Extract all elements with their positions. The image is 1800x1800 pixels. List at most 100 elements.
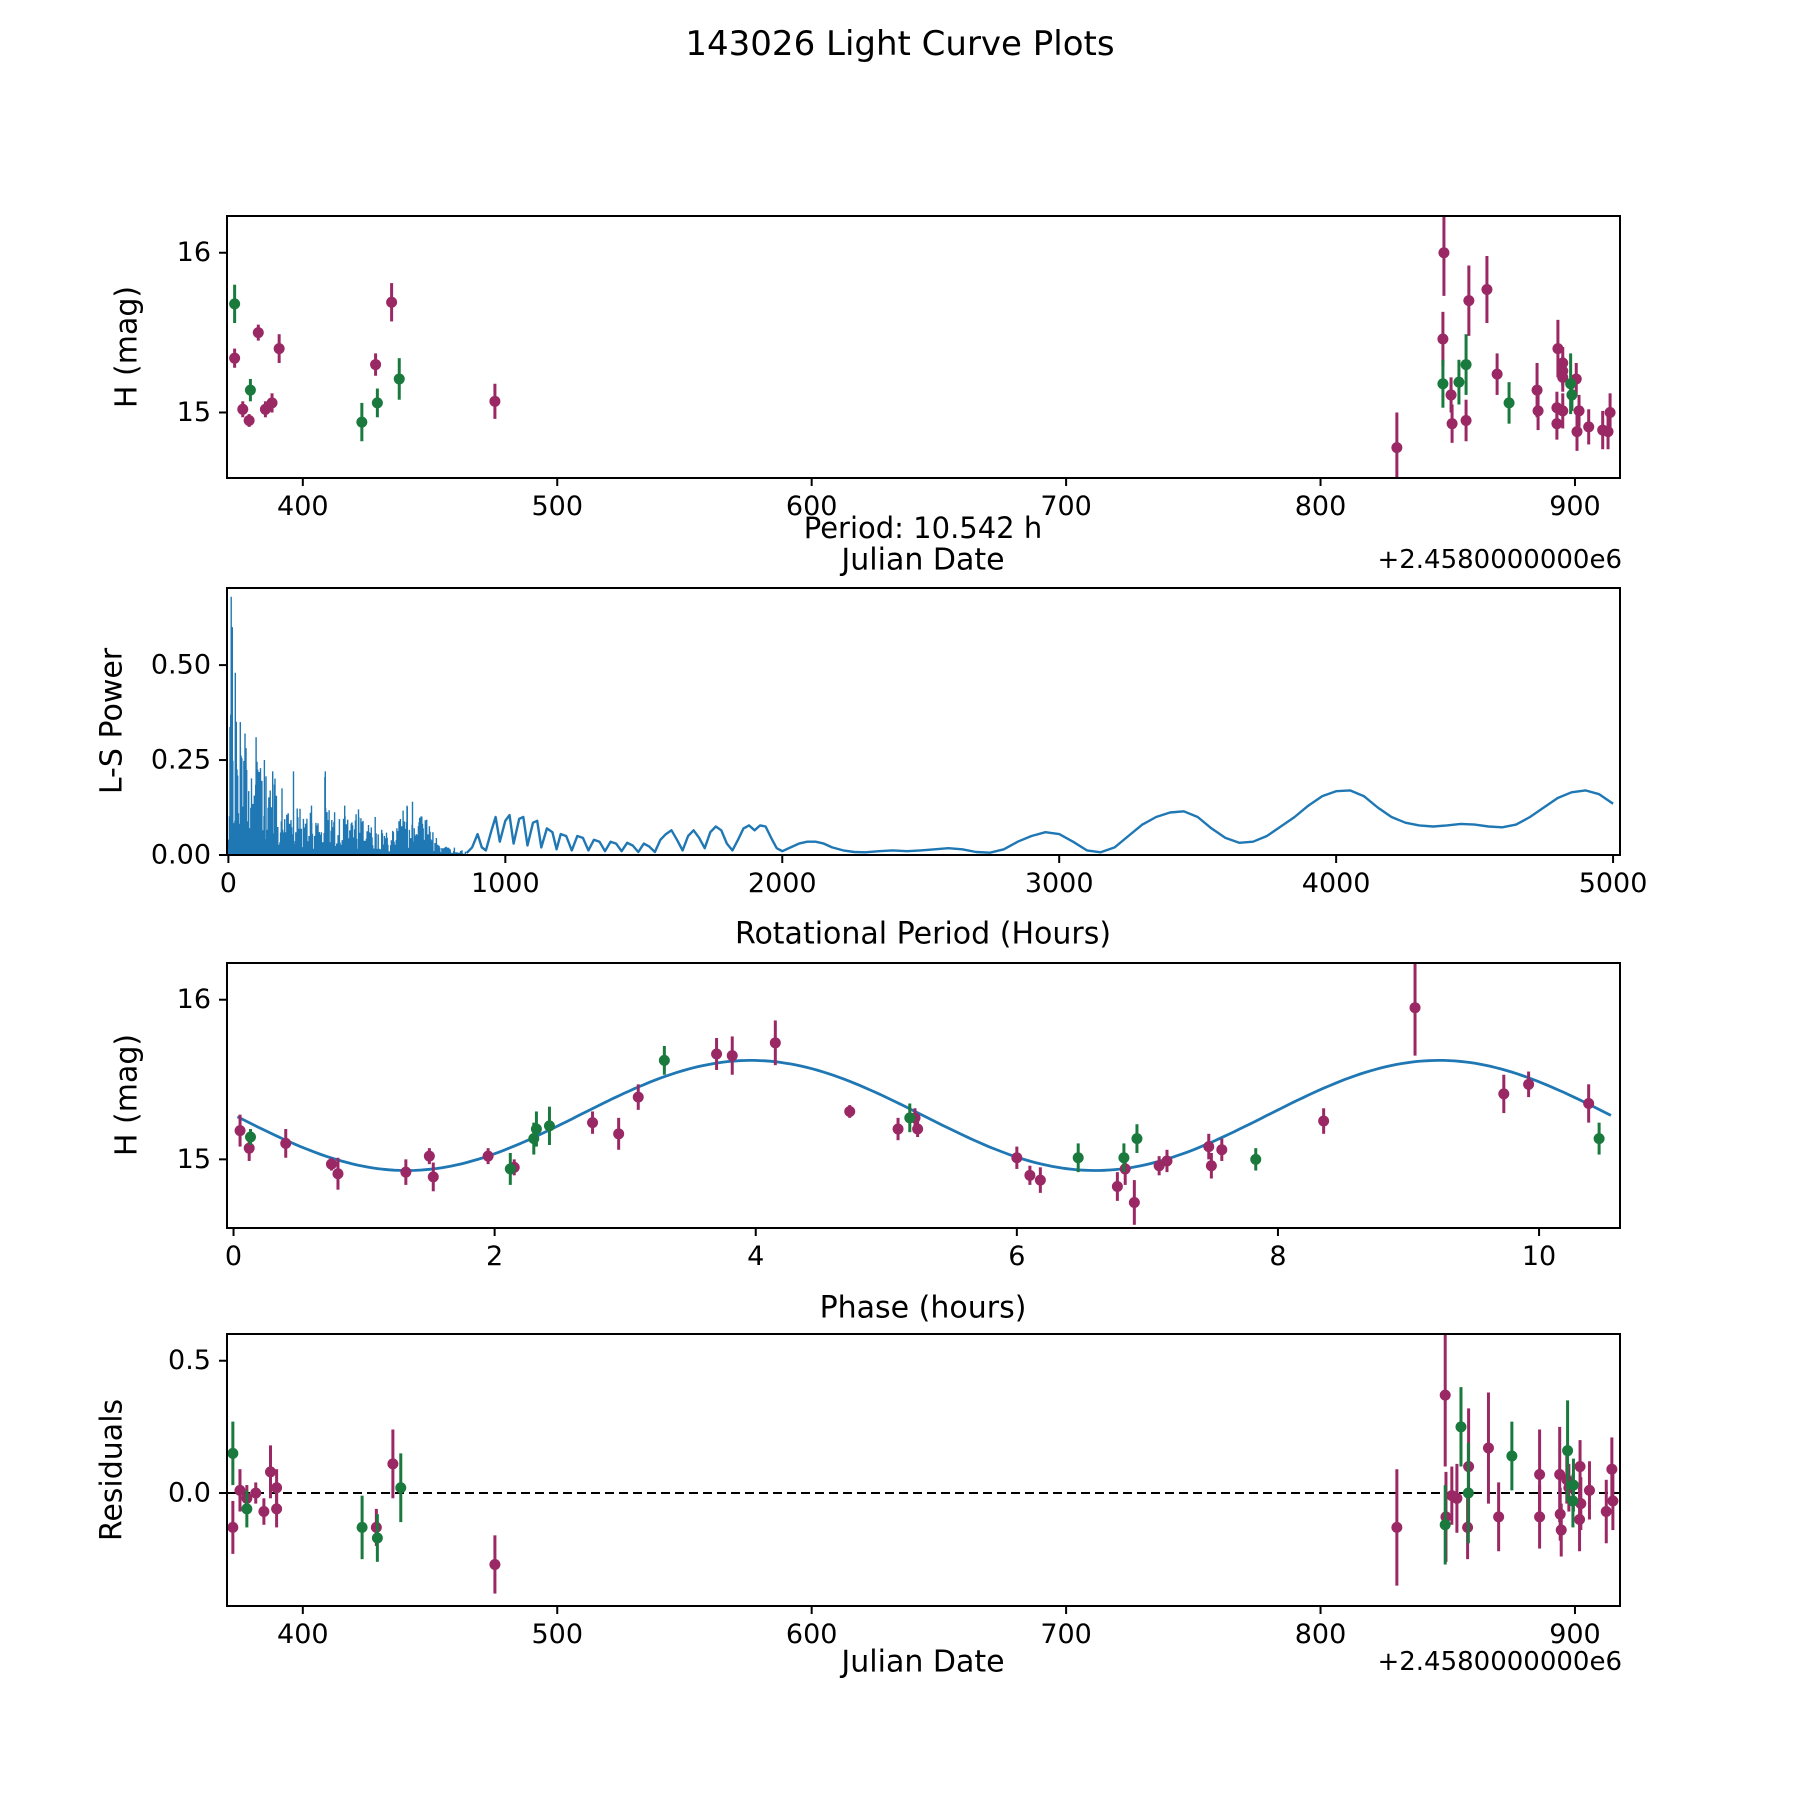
data-point xyxy=(266,397,278,409)
data-point xyxy=(1391,442,1403,454)
data-point xyxy=(252,327,264,339)
xtick-label: 2 xyxy=(486,1241,503,1272)
data-point xyxy=(1024,1169,1036,1181)
xtick-label: 500 xyxy=(531,491,583,522)
data-point xyxy=(243,414,255,426)
series-magenta-observations xyxy=(229,216,1616,478)
xtick-label: 500 xyxy=(531,1619,583,1650)
data-point xyxy=(769,1037,781,1049)
xtick-label: 5000 xyxy=(1579,868,1648,899)
data-point xyxy=(1557,371,1569,383)
xlabel-residuals: Julian Date xyxy=(841,1644,1005,1680)
x-offset-jd-lightcurve: +2.4580000000e6 xyxy=(1377,545,1622,575)
data-point xyxy=(1498,1088,1510,1100)
data-point xyxy=(489,1558,501,1570)
xtick-label: 900 xyxy=(1549,1619,1601,1650)
periodogram-curve xyxy=(465,789,1614,854)
data-point xyxy=(1562,1445,1574,1457)
xtick-label: 8 xyxy=(1269,1241,1286,1272)
data-point xyxy=(1438,247,1450,259)
data-point xyxy=(1532,405,1544,417)
plot-periodogram-data xyxy=(228,596,1614,855)
data-point xyxy=(371,1532,383,1544)
data-point xyxy=(1460,414,1472,426)
data-point xyxy=(1593,1133,1605,1145)
plot-residuals-frame xyxy=(226,1333,1621,1607)
data-point xyxy=(726,1050,738,1062)
data-point xyxy=(904,1112,916,1124)
data-point xyxy=(356,1521,368,1533)
data-point xyxy=(1034,1174,1046,1186)
plot-jd_light_curve: 400 500 600 700 800 900 15 16 xyxy=(177,215,1621,522)
data-point xyxy=(1552,343,1564,355)
data-point xyxy=(1574,1461,1586,1473)
data-point xyxy=(632,1091,644,1103)
data-point xyxy=(1567,1495,1579,1507)
period-annotation: Period: 10.542 h xyxy=(803,511,1043,545)
data-point xyxy=(1534,1511,1546,1523)
data-point xyxy=(1583,421,1595,433)
data-point xyxy=(1446,418,1458,430)
data-point xyxy=(258,1506,270,1518)
data-point xyxy=(1437,378,1449,390)
data-point xyxy=(1439,1519,1451,1531)
xtick-label: 800 xyxy=(1295,1619,1347,1650)
ytick-label: 0.25 xyxy=(151,745,211,776)
data-point xyxy=(400,1166,412,1178)
xtick-label: 0 xyxy=(225,1241,242,1272)
data-point xyxy=(1534,1468,1546,1480)
xtick-label: 3000 xyxy=(1025,868,1094,899)
data-point xyxy=(1391,1521,1403,1533)
data-point xyxy=(273,343,285,355)
data-point xyxy=(423,1150,435,1162)
data-point xyxy=(1216,1144,1228,1156)
ytick-label: 15 xyxy=(177,397,211,428)
data-point xyxy=(1439,1389,1451,1401)
data-point xyxy=(271,1482,283,1494)
data-point xyxy=(1455,1421,1467,1433)
data-point xyxy=(1602,426,1614,438)
data-point xyxy=(1437,333,1449,345)
data-point xyxy=(265,1466,277,1478)
xtick-label: 600 xyxy=(786,1619,838,1650)
data-point xyxy=(237,403,249,415)
data-point xyxy=(395,1482,407,1494)
xtick-label: 700 xyxy=(1040,491,1092,522)
data-point xyxy=(1451,1492,1463,1504)
data-point xyxy=(1128,1196,1140,1208)
data-point xyxy=(1131,1133,1143,1145)
data-point xyxy=(1072,1152,1084,1164)
plot-phased_light_curve-frame xyxy=(226,962,1621,1229)
ytick-label: 16 xyxy=(177,984,211,1015)
data-point xyxy=(530,1123,542,1135)
data-point xyxy=(250,1487,262,1499)
data-point xyxy=(844,1105,856,1117)
data-point xyxy=(371,397,383,409)
data-point xyxy=(892,1123,904,1135)
plot-phased_light_curve-data xyxy=(234,963,1612,1225)
series-magenta-observations xyxy=(234,963,1595,1225)
data-point xyxy=(1463,295,1475,307)
xtick-label: 1000 xyxy=(471,868,540,899)
data-point xyxy=(393,373,405,385)
data-point xyxy=(1205,1160,1217,1172)
periodogram-dense-spikes xyxy=(228,596,467,855)
data-point xyxy=(1551,418,1563,430)
data-point xyxy=(1481,283,1493,295)
phase-fit-curve xyxy=(236,1059,1612,1172)
data-point xyxy=(1460,359,1472,371)
xlabel-periodogram: Rotational Period (Hours) xyxy=(734,916,1112,952)
data-point xyxy=(1318,1115,1330,1127)
data-point xyxy=(1583,1097,1595,1109)
data-point xyxy=(1523,1078,1535,1090)
data-point xyxy=(658,1054,670,1066)
data-point xyxy=(356,416,368,428)
plot-jd_light_curve-data xyxy=(229,216,1616,478)
xtick-label: 600 xyxy=(786,491,838,522)
data-point xyxy=(1118,1152,1130,1164)
plot-jd_light_curve-frame xyxy=(226,215,1621,479)
data-point xyxy=(1600,1506,1612,1518)
figure-title: 143026 Light Curve Plots xyxy=(685,24,1115,64)
data-point xyxy=(1573,405,1585,417)
